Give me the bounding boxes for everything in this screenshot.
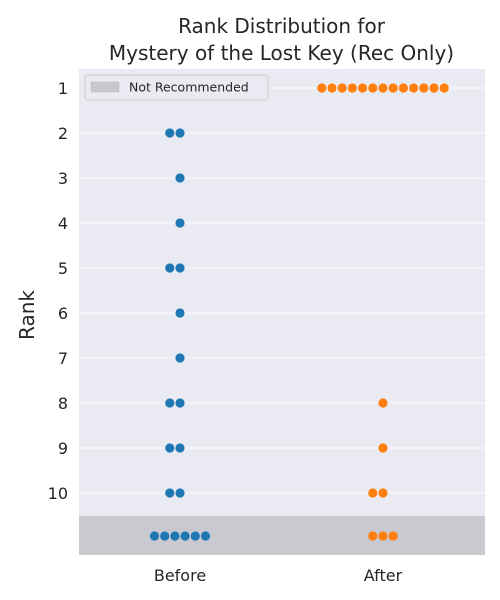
title-line-1: Rank Distribution for (178, 14, 386, 38)
before-point-rank-not_recommended (190, 531, 200, 541)
before-point-rank-6 (175, 308, 185, 318)
title-line-2: Mystery of the Lost Key (Rec Only) (109, 41, 454, 65)
y-tick-label: 10 (48, 484, 68, 503)
before-point-rank-2 (175, 128, 185, 138)
legend: Not Recommended (84, 74, 269, 101)
after-point-rank-1 (317, 83, 327, 93)
after-point-rank-9 (378, 443, 388, 453)
grid-lines (79, 87, 485, 494)
before-point-rank-2 (165, 128, 175, 138)
y-tick-labels: 1 2 3 4 5 6 7 8 9 10 (48, 79, 68, 503)
after-point-rank-1 (419, 83, 429, 93)
after-point-rank-1 (368, 83, 378, 93)
before-point-rank-9 (175, 443, 185, 453)
x-tick-label: After (364, 566, 403, 585)
y-tick-label: 9 (58, 439, 68, 458)
x-tick-label: Before (154, 566, 206, 585)
after-point-rank-1 (398, 83, 408, 93)
y-tick-label: 3 (58, 169, 68, 188)
after-point-rank-1 (327, 83, 337, 93)
legend-label-not-recommended: Not Recommended (129, 80, 249, 95)
before-point-rank-8 (165, 398, 175, 408)
before-point-rank-8 (175, 398, 185, 408)
y-tick-label: 7 (58, 349, 68, 368)
y-axis-label: Rank (15, 290, 39, 340)
after-point-rank-8 (378, 398, 388, 408)
before-point-rank-5 (175, 263, 185, 273)
y-tick-label: 2 (58, 124, 68, 143)
plot-area (79, 69, 485, 555)
after-point-rank-10 (368, 488, 378, 498)
after-point-rank-1 (347, 83, 357, 93)
chart-title: Rank Distribution for Mystery of the Los… (109, 14, 454, 65)
before-point-rank-5 (165, 263, 175, 273)
after-point-rank-not_recommended (368, 531, 378, 541)
before-point-rank-not_recommended (180, 531, 190, 541)
after-point-rank-1 (378, 83, 388, 93)
after-point-rank-1 (409, 83, 419, 93)
after-point-rank-1 (439, 83, 449, 93)
before-point-rank-4 (175, 218, 185, 228)
after-point-rank-not_recommended (388, 531, 398, 541)
before-point-rank-not_recommended (149, 531, 160, 541)
x-tick-labels: Before After (154, 566, 403, 585)
before-point-rank-9 (165, 443, 175, 453)
y-tick-label: 4 (58, 214, 68, 233)
not-recommended-band (79, 516, 485, 555)
before-point-rank-10 (175, 488, 185, 498)
y-tick-label: 1 (58, 79, 68, 98)
after-point-rank-1 (358, 83, 368, 93)
y-tick-label: 8 (58, 394, 68, 413)
after-point-rank-1 (388, 83, 398, 93)
before-point-rank-7 (175, 353, 185, 363)
before-point-rank-10 (165, 488, 175, 498)
before-point-rank-3 (175, 173, 185, 183)
data-points (149, 83, 449, 541)
after-point-rank-1 (337, 83, 347, 93)
before-point-rank-not_recommended (200, 531, 211, 541)
y-tick-label: 5 (58, 259, 68, 278)
before-point-rank-not_recommended (170, 531, 180, 541)
y-tick-label: 6 (58, 304, 68, 323)
after-point-rank-1 (429, 83, 439, 93)
legend-box (84, 74, 269, 101)
after-point-rank-10 (378, 488, 388, 498)
after-point-rank-not_recommended (378, 531, 388, 541)
legend-swatch-not-recommended (90, 81, 120, 93)
before-point-rank-not_recommended (160, 531, 170, 541)
